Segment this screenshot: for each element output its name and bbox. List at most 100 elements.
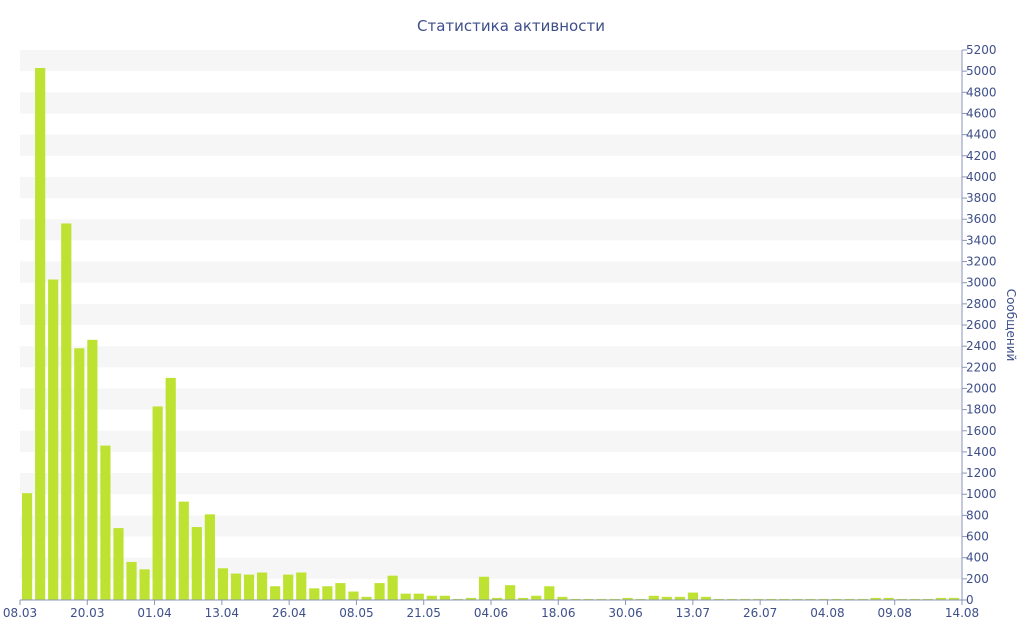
y-tick-label: 3200 [966, 255, 997, 269]
grid-bands [20, 50, 962, 579]
bar [87, 339, 98, 600]
grid-band [20, 134, 962, 156]
bar [22, 493, 33, 600]
bar [948, 597, 960, 600]
bar [570, 598, 581, 600]
chart-title: Статистика активности [417, 17, 605, 35]
x-tick-label: 04.08 [810, 606, 844, 620]
y-tick-label: 1200 [966, 466, 997, 480]
bar [779, 598, 790, 600]
bar [257, 572, 268, 600]
bar [505, 585, 516, 600]
bar [139, 569, 150, 600]
y-tick-label: 2400 [966, 339, 997, 353]
bar [544, 586, 555, 600]
grid-band [20, 430, 962, 452]
y-tick-label: 4200 [966, 149, 997, 163]
bar [740, 598, 751, 600]
bar [361, 596, 372, 600]
bar [270, 586, 281, 600]
bar [204, 514, 215, 600]
bar [805, 598, 816, 600]
bar [283, 574, 294, 600]
y-tick-label: 4400 [966, 128, 997, 142]
x-tick-label: 20.03 [70, 606, 104, 620]
bar [727, 598, 738, 600]
bar [296, 572, 307, 600]
bar [844, 598, 855, 600]
x-tick-label: 30.06 [608, 606, 642, 620]
y-tick-label: 4600 [966, 106, 997, 120]
bar [230, 573, 242, 600]
bar [126, 561, 137, 600]
bar [243, 574, 255, 600]
grid-band [20, 92, 962, 114]
bar [531, 595, 542, 600]
y-tick-label: 0 [966, 593, 974, 607]
y-axis-label: Сообщений [1004, 289, 1018, 362]
bar [152, 406, 163, 600]
grid-band [20, 303, 962, 325]
x-tick-label: 21.05 [407, 606, 441, 620]
y-tick-label: 400 [966, 551, 989, 565]
x-tick-label: 13.07 [676, 606, 710, 620]
x-tick-label: 26.04 [272, 606, 306, 620]
y-tick-label: 3000 [966, 276, 997, 290]
y-ticks: 0 200 400 600 800 1000 1200 1400 1600 1800 2000 220… [962, 43, 997, 607]
y-tick-label: 3400 [966, 233, 997, 247]
y-tick-label: 600 [966, 530, 989, 544]
bar [792, 598, 803, 600]
bar [713, 598, 725, 600]
bar [766, 598, 777, 600]
bar [35, 67, 46, 601]
x-tick-label: 14.08 [945, 606, 979, 620]
y-tick-label: 3600 [966, 212, 997, 226]
bar [61, 223, 72, 600]
y-tick-label: 1400 [966, 445, 997, 459]
y-tick-label: 200 [966, 572, 989, 586]
bar [818, 598, 829, 600]
bar [935, 597, 947, 600]
bar [831, 598, 842, 600]
bar [348, 591, 359, 600]
bars [22, 67, 960, 601]
y-tick-label: 4800 [966, 85, 997, 99]
grid-band [20, 50, 962, 72]
x-tick-label: 08.05 [339, 606, 373, 620]
grid-band [20, 557, 962, 579]
bar [191, 527, 202, 600]
x-ticks: 08.03 20.03 01.04 13.04 26.04 08.05 21.05 04.06… [3, 600, 979, 620]
bar [896, 598, 907, 600]
grid-band [20, 346, 962, 368]
bar [870, 597, 881, 600]
y-tick-label: 2200 [966, 360, 997, 374]
x-tick-label: 08.03 [3, 606, 37, 620]
bar [309, 588, 320, 600]
bar [413, 593, 424, 600]
grid-band [20, 261, 962, 283]
x-tick-label: 01.04 [137, 606, 171, 620]
bar [687, 592, 699, 600]
y-tick-label: 1800 [966, 403, 997, 417]
bar [452, 598, 464, 600]
y-tick-label: 800 [966, 508, 989, 522]
bar [165, 377, 176, 600]
bar [387, 575, 398, 600]
bar [909, 598, 920, 600]
bar [374, 583, 385, 600]
bar [700, 596, 712, 600]
bar [492, 597, 503, 600]
bar [426, 595, 437, 600]
bar [74, 348, 85, 600]
bar [922, 598, 934, 600]
bar [217, 568, 229, 600]
bar [857, 598, 868, 600]
x-tick-label: 13.04 [205, 606, 239, 620]
y-tick-label: 2600 [966, 318, 997, 332]
bar [400, 593, 411, 600]
bar [478, 576, 490, 600]
y-tick-label: 5000 [966, 64, 997, 78]
x-tick-label: 26.07 [743, 606, 777, 620]
bar [113, 528, 124, 600]
